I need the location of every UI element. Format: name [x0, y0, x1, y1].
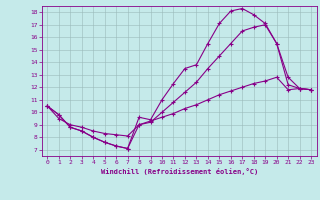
X-axis label: Windchill (Refroidissement éolien,°C): Windchill (Refroidissement éolien,°C)	[100, 168, 258, 175]
